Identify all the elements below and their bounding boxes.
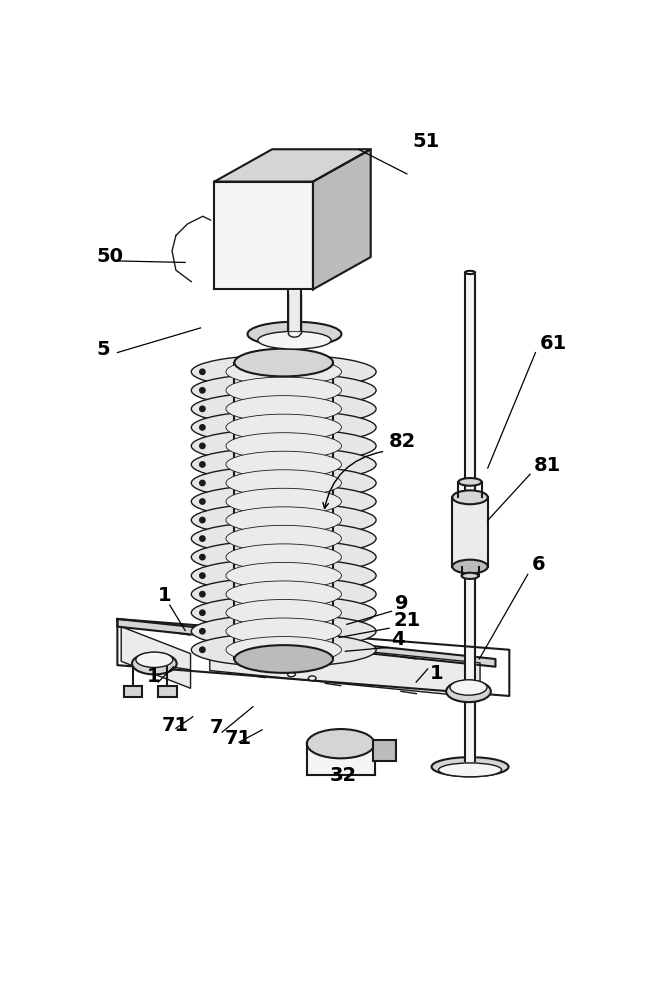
Ellipse shape bbox=[191, 503, 376, 537]
Circle shape bbox=[199, 425, 205, 430]
Circle shape bbox=[199, 443, 205, 449]
Polygon shape bbox=[117, 619, 496, 667]
Ellipse shape bbox=[191, 373, 376, 407]
Ellipse shape bbox=[226, 562, 342, 589]
Ellipse shape bbox=[226, 507, 342, 533]
Polygon shape bbox=[234, 363, 333, 659]
Ellipse shape bbox=[308, 676, 316, 681]
Circle shape bbox=[199, 647, 205, 652]
Ellipse shape bbox=[226, 433, 342, 459]
Ellipse shape bbox=[465, 271, 475, 274]
Ellipse shape bbox=[226, 488, 342, 515]
Ellipse shape bbox=[191, 614, 376, 648]
Polygon shape bbox=[210, 636, 480, 698]
Ellipse shape bbox=[458, 478, 482, 486]
Text: 61: 61 bbox=[540, 334, 566, 353]
Ellipse shape bbox=[226, 637, 342, 663]
Circle shape bbox=[199, 573, 205, 578]
Ellipse shape bbox=[226, 581, 342, 607]
Circle shape bbox=[199, 406, 205, 412]
Ellipse shape bbox=[226, 377, 342, 404]
Ellipse shape bbox=[191, 392, 376, 426]
Text: 6: 6 bbox=[532, 555, 545, 574]
Circle shape bbox=[199, 591, 205, 597]
Ellipse shape bbox=[136, 652, 173, 667]
Ellipse shape bbox=[226, 396, 342, 422]
Ellipse shape bbox=[234, 349, 333, 376]
Circle shape bbox=[199, 536, 205, 541]
Ellipse shape bbox=[262, 666, 270, 671]
Text: 71: 71 bbox=[225, 729, 252, 748]
Ellipse shape bbox=[446, 681, 491, 702]
Text: 1: 1 bbox=[430, 664, 444, 683]
Ellipse shape bbox=[438, 763, 502, 777]
Ellipse shape bbox=[191, 429, 376, 463]
Text: 1: 1 bbox=[158, 586, 172, 605]
Bar bbox=[158, 686, 177, 697]
Text: 71: 71 bbox=[162, 716, 189, 735]
Ellipse shape bbox=[432, 757, 508, 776]
Bar bbox=[373, 740, 396, 761]
Circle shape bbox=[199, 554, 205, 560]
Circle shape bbox=[199, 462, 205, 467]
Text: 21: 21 bbox=[393, 611, 420, 630]
Ellipse shape bbox=[191, 448, 376, 481]
Text: 4: 4 bbox=[392, 630, 405, 649]
Ellipse shape bbox=[226, 359, 342, 385]
Ellipse shape bbox=[191, 355, 376, 389]
Polygon shape bbox=[313, 149, 371, 289]
Text: 51: 51 bbox=[412, 132, 440, 151]
Polygon shape bbox=[287, 291, 301, 330]
Ellipse shape bbox=[191, 466, 376, 500]
Ellipse shape bbox=[132, 653, 177, 674]
Text: 5: 5 bbox=[97, 340, 110, 359]
Ellipse shape bbox=[191, 596, 376, 630]
Ellipse shape bbox=[191, 410, 376, 444]
Ellipse shape bbox=[452, 490, 488, 504]
Ellipse shape bbox=[226, 451, 342, 478]
Bar bbox=[123, 686, 142, 697]
Ellipse shape bbox=[191, 559, 376, 593]
Ellipse shape bbox=[191, 577, 376, 611]
Ellipse shape bbox=[452, 560, 488, 574]
Text: 32: 32 bbox=[330, 766, 357, 785]
Ellipse shape bbox=[234, 645, 333, 673]
Ellipse shape bbox=[191, 633, 376, 667]
Ellipse shape bbox=[191, 522, 376, 556]
Ellipse shape bbox=[462, 573, 478, 579]
Ellipse shape bbox=[226, 414, 342, 441]
Circle shape bbox=[199, 499, 205, 504]
Ellipse shape bbox=[258, 331, 331, 349]
Text: 50: 50 bbox=[97, 247, 123, 266]
Circle shape bbox=[199, 610, 205, 615]
Ellipse shape bbox=[307, 729, 375, 758]
Polygon shape bbox=[214, 182, 313, 289]
Polygon shape bbox=[121, 627, 191, 688]
Ellipse shape bbox=[226, 618, 342, 644]
Ellipse shape bbox=[226, 525, 342, 552]
Text: 82: 82 bbox=[389, 432, 416, 451]
Ellipse shape bbox=[226, 599, 342, 626]
Text: 7: 7 bbox=[210, 718, 223, 737]
Ellipse shape bbox=[226, 470, 342, 496]
Ellipse shape bbox=[191, 485, 376, 518]
Circle shape bbox=[199, 388, 205, 393]
Text: 81: 81 bbox=[534, 456, 561, 475]
Circle shape bbox=[199, 629, 205, 634]
Ellipse shape bbox=[191, 540, 376, 574]
Ellipse shape bbox=[450, 680, 487, 695]
Polygon shape bbox=[214, 149, 371, 182]
Ellipse shape bbox=[226, 544, 342, 570]
Ellipse shape bbox=[287, 672, 295, 677]
Circle shape bbox=[199, 480, 205, 486]
Ellipse shape bbox=[247, 322, 342, 346]
Polygon shape bbox=[466, 274, 475, 761]
Text: 9: 9 bbox=[396, 594, 409, 613]
Polygon shape bbox=[452, 497, 488, 567]
Circle shape bbox=[199, 517, 205, 523]
Text: 1: 1 bbox=[147, 667, 160, 686]
Circle shape bbox=[199, 369, 205, 374]
Polygon shape bbox=[307, 744, 375, 774]
